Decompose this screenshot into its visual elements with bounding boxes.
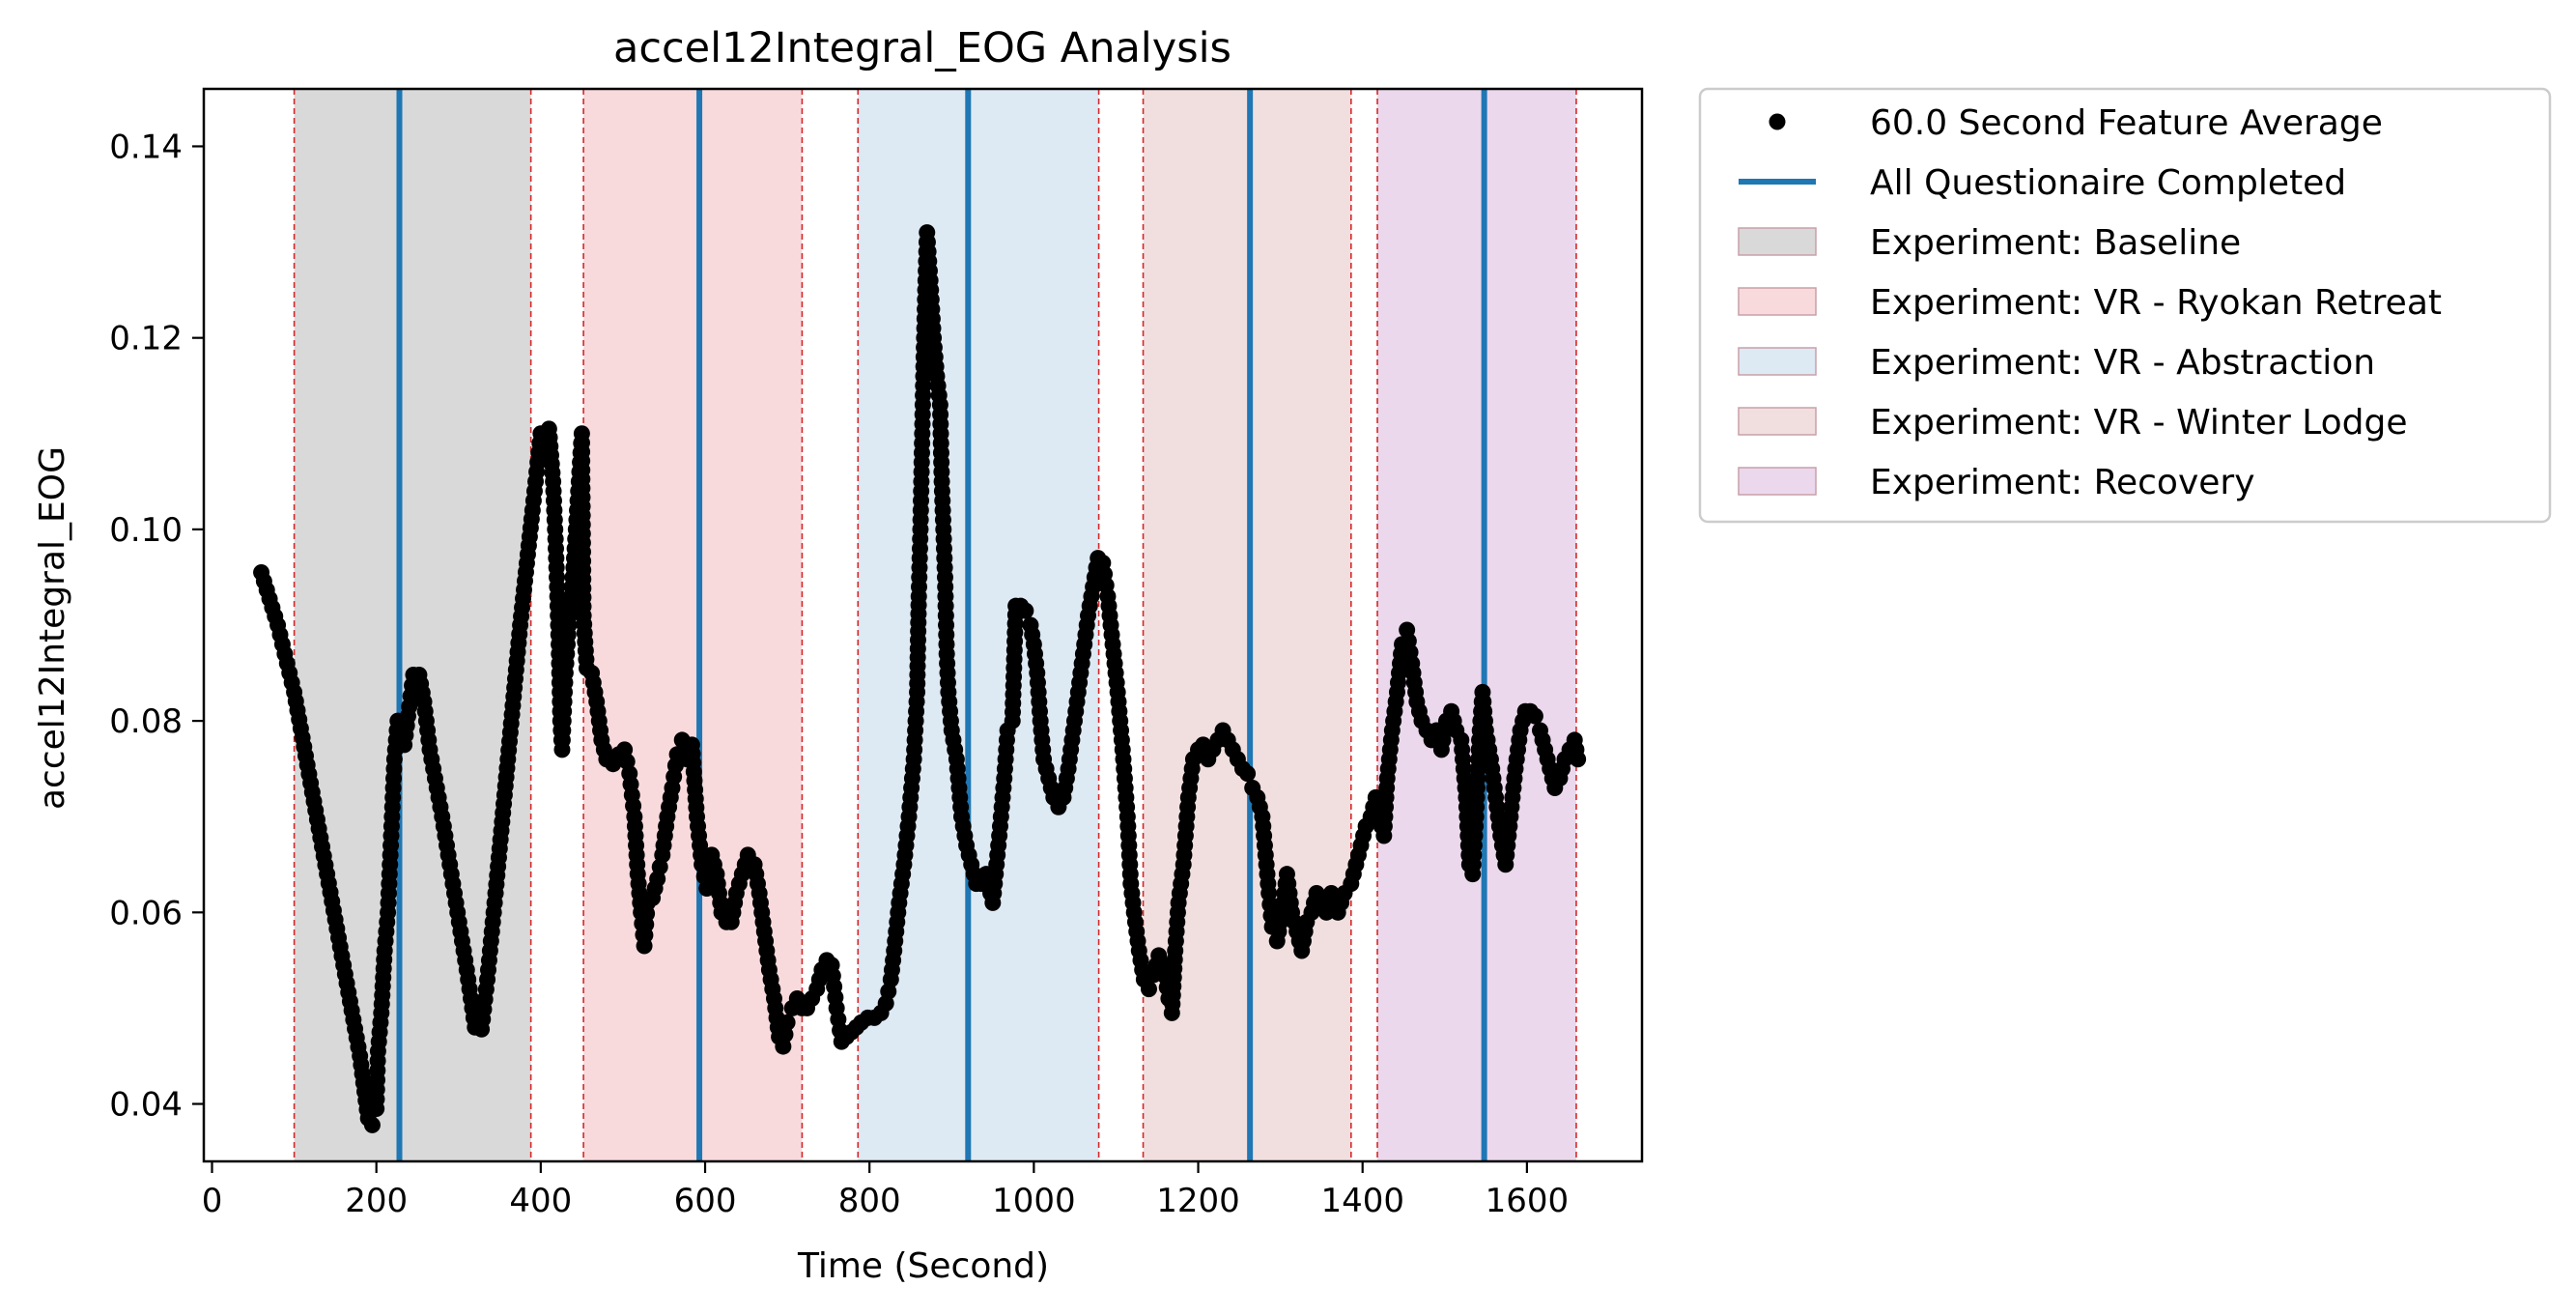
legend-label-0: 60.0 Second Feature Average (1870, 103, 2383, 143)
legend-patch-icon-3 (1738, 287, 1817, 316)
phase-band-2 (858, 89, 1099, 1161)
questionnaire-lines (396, 89, 1487, 1161)
data-point-770 (1239, 765, 1257, 783)
legend-label-2: Experiment: Baseline (1870, 223, 2241, 263)
x-tick-label-3: 600 (674, 1182, 737, 1220)
x-tick-label-4: 800 (838, 1182, 901, 1220)
legend-patch-icon-5 (1738, 407, 1817, 436)
data-point-940 (1526, 707, 1543, 725)
plot-frame (202, 87, 1644, 1163)
y-tick-label-2: 0.08 (109, 702, 183, 741)
data-point-954 (1570, 751, 1587, 768)
x-tick-label-0: 0 (202, 1182, 223, 1220)
x-tick-label-1: 200 (345, 1182, 408, 1220)
y-tick-label-1: 0.06 (109, 894, 183, 932)
x-axis-ticks: 0 200 400 600 800 1000 1200 1400 1600 (202, 1161, 1569, 1220)
legend-frame (1698, 87, 2552, 524)
data-point-633 (1017, 602, 1034, 619)
y-tick-label-4: 0.12 (109, 320, 183, 358)
data-point-61 (363, 1116, 381, 1133)
legend-label-3: Experiment: VR - Ryokan Retreat (1870, 283, 2442, 323)
legend-patch-icon-6 (1738, 467, 1817, 496)
legend-label-6: Experiment: Recovery (1870, 463, 2255, 502)
y-axis-label: accel12Integral_EOG (33, 446, 72, 810)
data-points (253, 224, 1587, 1133)
x-tick-label-7: 1400 (1320, 1182, 1404, 1220)
chart-title: accel12Integral_EOG Analysis (613, 24, 1231, 72)
x-axis-label: Time (Second) (797, 1246, 1049, 1286)
y-axis-ticks: 0.04 0.06 0.08 0.10 0.12 0.14 (109, 128, 204, 1125)
legend-label-1: All Questionaire Completed (1870, 163, 2346, 203)
y-tick-label-5: 0.14 (109, 128, 183, 166)
y-tick-label-3: 0.10 (109, 511, 183, 550)
x-tick-label-5: 1000 (992, 1182, 1076, 1220)
x-tick-label-8: 1600 (1486, 1182, 1570, 1220)
x-tick-label-2: 400 (509, 1182, 572, 1220)
x-tick-label-6: 1200 (1156, 1182, 1240, 1220)
phase-band-0 (294, 89, 531, 1161)
legend-marker-icon (1769, 113, 1786, 130)
data-point-420 (778, 1014, 796, 1031)
y-tick-label-0: 0.04 (109, 1086, 183, 1125)
legend-label-5: Experiment: VR - Winter Lodge (1870, 403, 2408, 443)
legend: 60.0 Second Feature Average All Questiona… (1698, 87, 2552, 524)
legend-patch-icon-2 (1738, 227, 1817, 256)
legend-label-4: Experiment: VR - Abstraction (1870, 343, 2375, 383)
legend-patch-icon-4 (1738, 347, 1817, 376)
data-point-724 (1140, 981, 1157, 998)
